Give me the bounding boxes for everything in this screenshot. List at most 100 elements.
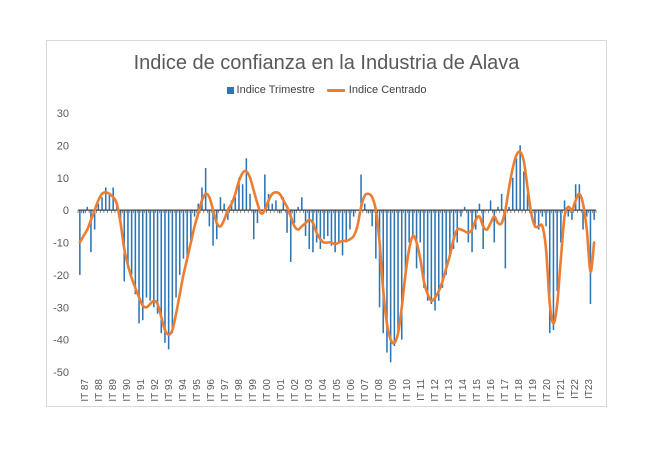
bar	[323, 210, 325, 240]
x-tick-label: IT 03	[304, 379, 315, 402]
x-tick-label: IT 14	[458, 379, 469, 402]
bar	[556, 210, 558, 292]
bar	[334, 210, 336, 253]
bar	[160, 210, 163, 334]
bar	[463, 206, 466, 211]
bar	[489, 200, 492, 211]
x-tick-label: IT 19	[528, 379, 539, 402]
x-tick-label: IT 15	[472, 379, 483, 402]
bar	[563, 200, 566, 211]
bar	[312, 210, 314, 253]
bar	[548, 210, 551, 334]
bar	[419, 210, 422, 243]
bar	[482, 210, 484, 249]
bar	[449, 210, 451, 256]
bar	[437, 210, 440, 301]
bar	[423, 210, 425, 288]
bar	[426, 210, 429, 301]
bar	[182, 210, 185, 259]
bar	[452, 210, 455, 249]
bar	[90, 210, 92, 253]
bar	[86, 206, 89, 211]
bar	[289, 210, 292, 262]
bar	[153, 210, 155, 308]
bar	[241, 184, 244, 211]
bar	[149, 210, 151, 301]
x-tick-label: IT 89	[108, 379, 119, 402]
x-tick-label: IT 99	[248, 379, 259, 402]
bar	[430, 210, 433, 305]
bar	[271, 203, 274, 211]
bar	[101, 197, 103, 211]
x-tick-label: IT 17	[500, 379, 511, 402]
bar	[315, 210, 318, 243]
bar	[567, 210, 570, 217]
bar	[360, 174, 362, 211]
legend-label-bars: Indice Trimestre	[236, 84, 315, 96]
bar	[589, 210, 592, 305]
bar	[578, 184, 581, 211]
bar	[504, 210, 507, 269]
bar	[104, 187, 107, 211]
bar	[141, 210, 144, 321]
bar	[456, 210, 459, 243]
bar	[219, 197, 222, 211]
bar	[326, 210, 329, 237]
bar	[82, 210, 85, 214]
legend-swatch-line	[326, 88, 345, 92]
x-tick-label: IT 95	[192, 379, 203, 402]
bar	[541, 210, 544, 217]
bar	[256, 210, 259, 224]
x-tick-label: IT 01	[276, 379, 287, 402]
bar	[282, 197, 285, 211]
bar	[500, 193, 503, 211]
x-tick-label: IT 96	[206, 379, 217, 402]
bar	[293, 210, 296, 224]
x-tick-label: IT21	[556, 379, 567, 399]
bar	[138, 210, 140, 324]
x-tick-label: IT 09	[388, 379, 399, 402]
bar	[330, 210, 333, 246]
x-tick-label: IT 12	[430, 379, 441, 402]
bar	[400, 210, 403, 340]
bar	[349, 210, 351, 230]
bar	[571, 210, 573, 220]
bar	[397, 210, 399, 334]
legend-item-line: Indice Centrado	[326, 84, 426, 96]
x-tick-label: IT 04	[318, 379, 329, 402]
x-tick-label: IT 90	[122, 379, 133, 402]
bar	[301, 197, 303, 211]
bar	[227, 210, 229, 220]
bar	[478, 203, 481, 211]
y-tick-label: -30	[53, 302, 69, 314]
bar	[278, 210, 281, 214]
x-tick-label: IT 87	[80, 379, 91, 402]
y-tick-label: 0	[63, 205, 69, 217]
bar	[375, 210, 377, 259]
bar	[308, 210, 311, 249]
bar	[190, 210, 192, 243]
bar	[286, 210, 288, 233]
y-tick-label: 20	[57, 140, 69, 152]
y-tick-label: -50	[53, 367, 69, 379]
bar	[145, 210, 148, 298]
x-tick-label: IT22	[570, 379, 581, 399]
bar	[445, 210, 447, 275]
x-tick-label: IT 08	[374, 379, 385, 402]
chart-title: Indice de confianza en la Industria de A…	[133, 52, 520, 74]
bar	[371, 210, 373, 227]
bar	[382, 210, 385, 334]
bar	[534, 210, 536, 227]
bar	[582, 210, 584, 230]
x-tick-label: IT 06	[346, 379, 357, 402]
bar	[171, 210, 174, 334]
bar	[523, 171, 525, 211]
bar	[338, 210, 340, 243]
bar	[493, 210, 496, 243]
bar	[585, 210, 588, 217]
bar	[552, 210, 555, 330]
x-tick-label: IT23	[584, 379, 595, 399]
y-tick-label: 30	[57, 108, 69, 120]
bar	[560, 210, 562, 243]
